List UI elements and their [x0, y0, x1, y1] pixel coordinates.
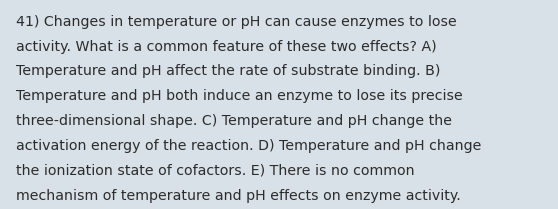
Text: Temperature and pH both induce an enzyme to lose its precise: Temperature and pH both induce an enzyme… — [16, 89, 463, 103]
Text: the ionization state of cofactors. E) There is no common: the ionization state of cofactors. E) Th… — [16, 164, 414, 178]
Text: mechanism of temperature and pH effects on enzyme activity.: mechanism of temperature and pH effects … — [16, 189, 460, 203]
Text: three-dimensional shape. C) Temperature and pH change the: three-dimensional shape. C) Temperature … — [16, 114, 451, 128]
Text: activity. What is a common feature of these two effects? A): activity. What is a common feature of th… — [16, 40, 436, 54]
Text: Temperature and pH affect the rate of substrate binding. B): Temperature and pH affect the rate of su… — [16, 64, 440, 78]
Text: 41) Changes in temperature or pH can cause enzymes to lose: 41) Changes in temperature or pH can cau… — [16, 15, 456, 29]
Text: activation energy of the reaction. D) Temperature and pH change: activation energy of the reaction. D) Te… — [16, 139, 481, 153]
